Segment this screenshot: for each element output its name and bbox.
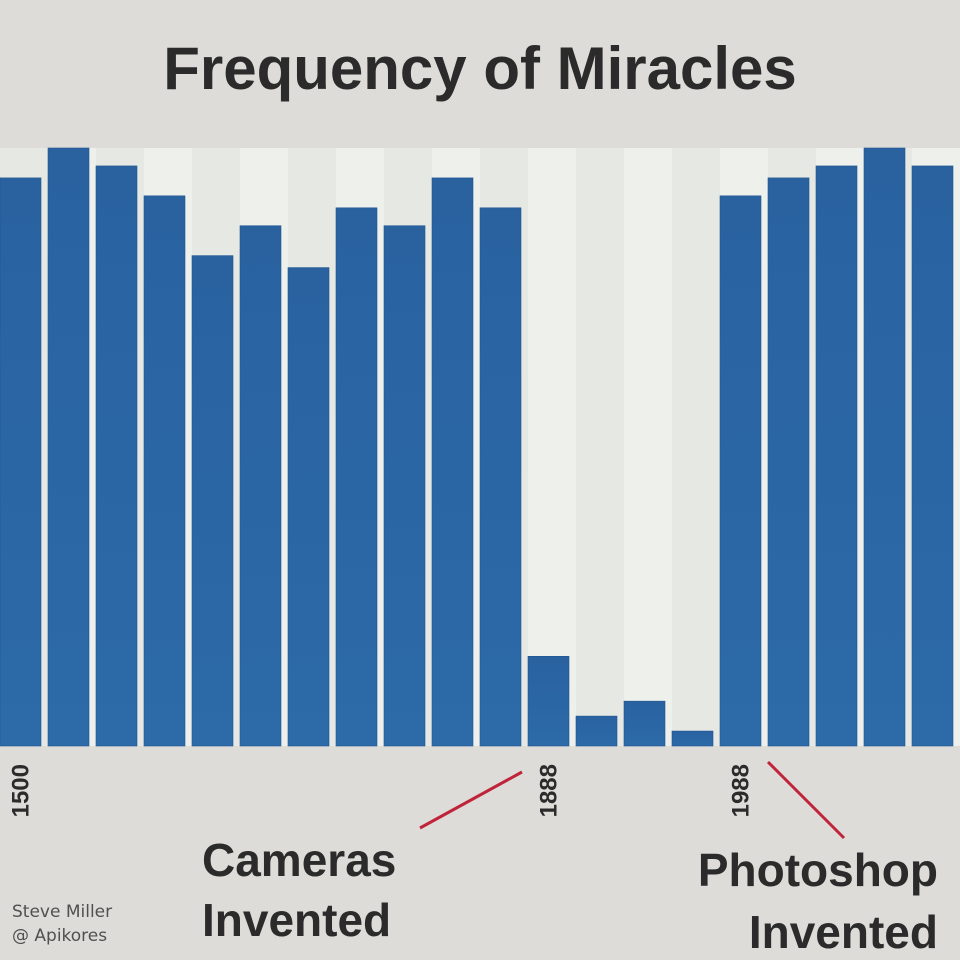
- bar: [767, 177, 810, 747]
- bar: [863, 147, 906, 747]
- bar: [0, 177, 42, 747]
- bar: [383, 225, 426, 747]
- annotation-photoshop-invented: Photoshop Invented: [698, 844, 938, 958]
- x-tick-label: 1988: [728, 764, 755, 817]
- plot-stripe: [528, 148, 576, 746]
- labels-group: 1500 1888 1988 Cameras Invented Photoshop Inve…: [8, 764, 939, 958]
- credit: Steve Miller @ Apikores: [12, 900, 112, 948]
- cameras-pointer-line: [419, 770, 523, 830]
- bar: [191, 255, 234, 747]
- bar: [671, 730, 714, 747]
- bar: [575, 715, 618, 747]
- bar: [719, 195, 762, 747]
- bar: [335, 207, 378, 747]
- bar: [143, 195, 186, 747]
- bar: [623, 700, 666, 747]
- plot-stripe: [624, 148, 672, 746]
- bar: [815, 165, 858, 747]
- credit-handle: @ Apikores: [12, 926, 108, 946]
- photoshop-pointer-line: [766, 760, 846, 840]
- bars-group: [0, 147, 954, 747]
- bar: [479, 207, 522, 747]
- bar: [47, 147, 90, 747]
- x-tick-label: 1888: [536, 764, 563, 817]
- chart-title: Frequency of Miracles: [163, 35, 797, 102]
- annotation-lines: [419, 760, 846, 840]
- bar: [239, 225, 282, 747]
- credit-name: Steve Miller: [12, 902, 113, 922]
- x-tick-label: 1500: [8, 764, 35, 817]
- bar: [95, 165, 138, 747]
- bar: [911, 165, 954, 747]
- annotation-cameras-invented: Cameras Invented: [202, 834, 396, 946]
- bar: [527, 655, 570, 747]
- bar: [431, 177, 474, 747]
- bar: [287, 267, 330, 747]
